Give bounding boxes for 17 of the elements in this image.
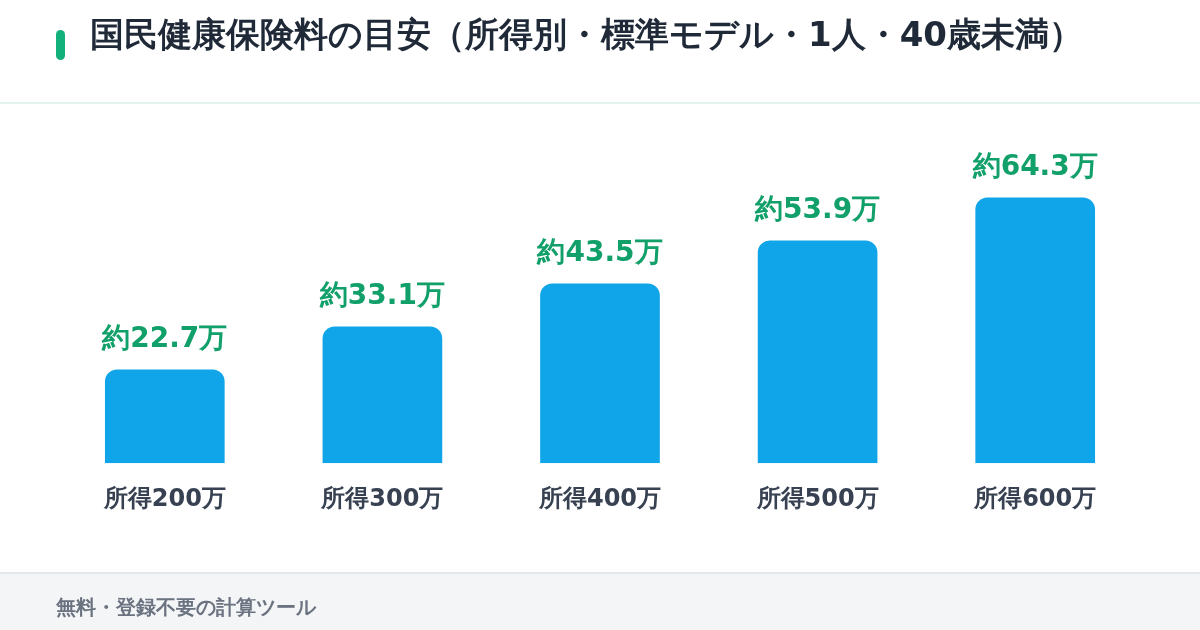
bar (975, 197, 1096, 464)
data-label: 約33.1万 (318, 277, 445, 311)
data-label: 約53.9万 (754, 191, 881, 225)
chart-title: 国民健康保険料の目安（所得別・標準モデル・1人・40歳未満） (90, 14, 1084, 54)
text: 無料・登録不要の計算ツール (56, 594, 316, 621)
bar (757, 240, 878, 464)
x-tick-label: 所得400万 (537, 483, 662, 512)
bar (104, 369, 225, 464)
x-tick-label: 所得300万 (320, 483, 444, 512)
data-label: 約22.7万 (101, 320, 228, 354)
x-tick-label: 所得500万 (755, 483, 879, 512)
data-label: 約64.3万 (971, 148, 1098, 182)
bar (540, 283, 660, 464)
x-tick-label: 所得600万 (973, 483, 1097, 512)
x-tick-label: 所得200万 (102, 483, 226, 512)
bar (322, 326, 443, 464)
data-label: 約43.5万 (536, 234, 663, 268)
